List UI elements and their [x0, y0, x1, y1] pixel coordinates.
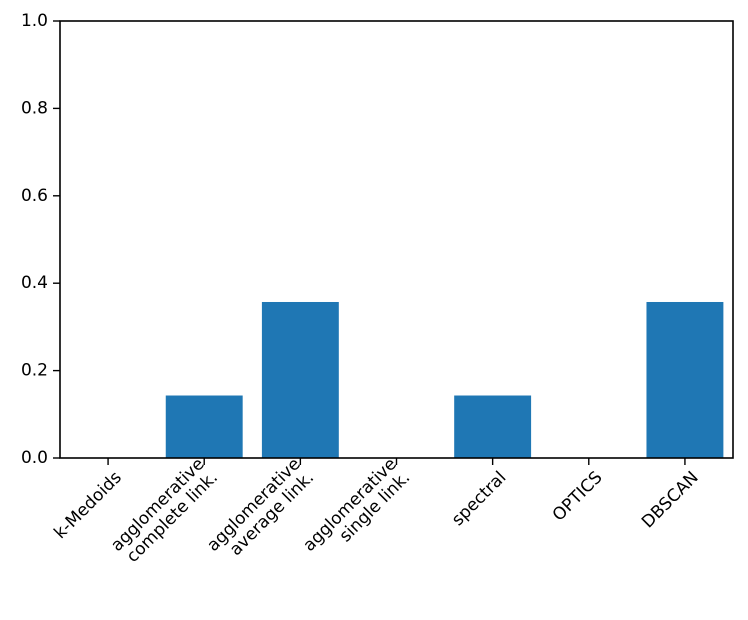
x-tick-label-line: spectral: [448, 468, 510, 530]
bars-group: [165, 301, 724, 458]
x-tick-label: OPTICS: [549, 468, 607, 526]
x-tick-label-line: OPTICS: [549, 468, 607, 526]
x-tick-label: k-Medoids: [50, 468, 126, 544]
y-axis: 0.0 0.2 0.4 0.6 0.8 1.0: [21, 11, 60, 468]
y-tick-label: 0.6: [21, 186, 48, 206]
y-tick-label: 0.2: [21, 361, 48, 381]
x-tick-label: agglomerativecomplete link.: [107, 454, 222, 569]
plot-frame: [59, 20, 734, 459]
x-tick-label: spectral: [448, 468, 510, 530]
x-tick-label: agglomerativesingle link.: [299, 454, 414, 569]
x-tick-label: DBSCAN: [638, 468, 703, 533]
bar-4: [454, 395, 532, 458]
bar-1: [165, 395, 243, 458]
bar-6: [646, 301, 724, 458]
x-tick-label-line: k-Medoids: [50, 468, 126, 544]
y-tick-label: 1.0: [21, 11, 48, 31]
y-tick-label: 0.8: [21, 98, 48, 118]
y-tick-label: 0.4: [21, 273, 48, 293]
x-tick-label: agglomerativeaverage link.: [203, 454, 318, 569]
bar-2: [261, 301, 339, 458]
y-tick-label: 0.0: [21, 448, 48, 468]
x-tick-label-line: DBSCAN: [638, 468, 703, 533]
